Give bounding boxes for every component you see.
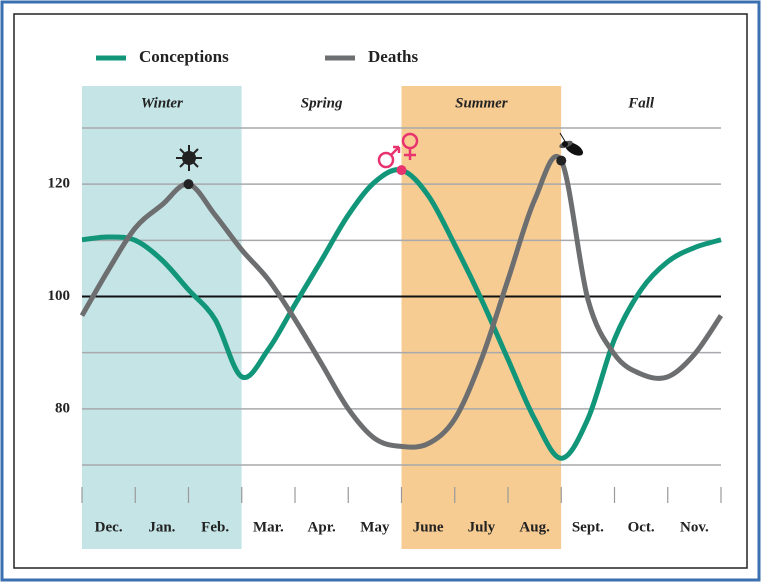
season-label: Summer: [455, 95, 508, 111]
x-tick-label: May: [360, 519, 390, 535]
fly-icon: [559, 132, 584, 156]
x-tick-label: Sept.: [572, 519, 604, 535]
season-bands: Winter Spring Summer Fall: [82, 86, 721, 549]
legend-label: Conceptions: [139, 47, 229, 66]
season-band: [82, 86, 242, 549]
x-tick-label: June: [413, 519, 444, 535]
season-band: [401, 86, 562, 549]
y-tick-label: 80: [55, 400, 70, 416]
season-band: [561, 86, 721, 549]
x-tick-label: July: [468, 519, 496, 535]
legend-label: Deaths: [368, 47, 418, 66]
snowflake-icon: [176, 145, 202, 171]
lines: [79, 154, 724, 461]
season-label: Fall: [627, 95, 655, 111]
x-tick-label: Nov.: [680, 519, 709, 535]
season-label: Spring: [301, 95, 343, 111]
x-tick-label: Jan.: [148, 519, 175, 535]
x-tick-label: Aug.: [519, 519, 550, 535]
season-label: Winter: [141, 95, 183, 111]
x-tick-label: Feb.: [201, 519, 229, 535]
y-tick-label: 120: [48, 176, 71, 192]
y-tick-label: 100: [48, 288, 71, 304]
icons: [176, 132, 584, 171]
inner-frame: [13, 13, 748, 569]
highlight-point: [556, 155, 567, 166]
sex-symbols-icon: [377, 132, 419, 169]
highlight-point: [396, 165, 407, 176]
x-tick-label: Mar.: [253, 519, 284, 535]
x-tick-label: Apr.: [308, 519, 336, 535]
x-tick-label: Oct.: [628, 519, 655, 535]
highlight-point: [183, 179, 194, 190]
legend: Conceptions Deaths: [96, 47, 418, 66]
x-tick-label: Dec.: [95, 519, 123, 535]
season-band: [241, 86, 402, 549]
